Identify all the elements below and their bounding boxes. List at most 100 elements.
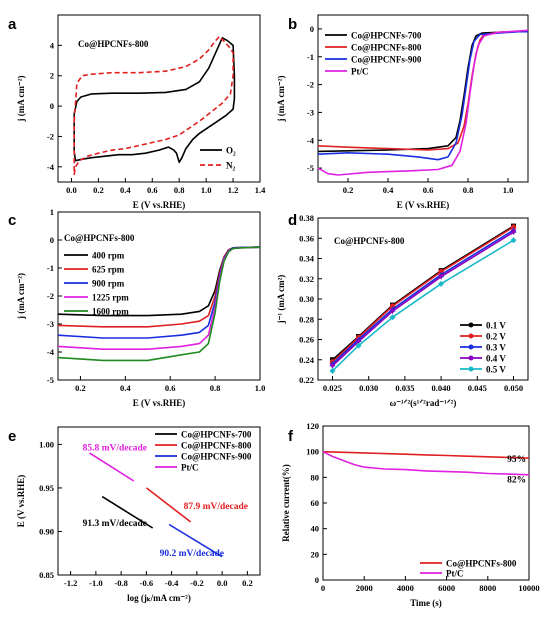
y-tick-label: -3 [307,107,314,117]
y-tick-label: 80 [311,472,320,482]
x-tick-label: 0.8 [210,383,221,393]
y-tick-label: -1 [307,52,314,62]
series-line-b-2 [317,30,528,161]
x-axis-label: E (V vs.RHE) [133,200,186,210]
series-line-c-0 [57,246,261,317]
y-axis-label: j (mA cm⁻²) [276,76,286,123]
legend-label: Co@HPCNFs-700 [351,31,422,41]
panel-label-a: a [8,16,17,33]
legend-label: O₂ [226,146,236,156]
legend-label: 400 rpm [92,251,125,261]
data-point [329,367,336,374]
data-annotation: 91.3 mV/decade [83,519,147,529]
y-tick-label: 0.38 [299,213,314,223]
legend-label: Pt/C [446,569,464,579]
legend-marker [468,355,474,361]
x-tick-label: 10000 [518,583,539,593]
y-axis-label: j⁻¹ (mA cm²) [276,275,286,325]
panel-annotation: Co@HPCNFs-800 [334,236,405,246]
x-tick-label: 0.050 [504,383,523,393]
x-tick-label: 0.030 [359,383,378,393]
legend-label: Co@HPCNFs-700 [181,430,252,440]
y-tick-label: 0.22 [299,375,314,385]
legend-label: 0.2 V [486,332,506,342]
x-tick-label: -0.2 [190,578,203,588]
y-tick-label: 0 [50,235,54,245]
y-tick-label: 2 [50,71,54,81]
legend-marker [468,322,474,328]
x-tick-label: 6000 [438,583,455,593]
legend-marker [468,366,474,372]
x-tick-label: 0.8 [174,185,185,195]
x-tick-label: -0.8 [114,578,127,588]
plot-frame [317,14,529,183]
data-point [438,274,445,280]
legend-label: 900 rpm [92,279,125,289]
data-point [438,280,445,287]
y-tick-label: 0.36 [299,233,314,243]
y-axis-label: j (mA cm⁻²) [16,273,26,320]
panel-e: e -1.2 -1.0 -0.8 -0.6 -0.4 -0.2 0.0 0.2 0.85 0.90 0… [8,426,261,603]
panel-label-c: c [8,212,16,229]
y-tick-label: -5 [47,375,54,385]
y-tick-label: -2 [307,80,314,90]
y-tick-label: 1 [50,207,54,217]
x-tick-label: -0.6 [140,578,153,588]
series-line-c-2 [57,246,261,339]
x-tick-label: 1.0 [255,383,266,393]
data-point [329,363,336,369]
x-tick-label: 1.0 [503,185,514,195]
x-axis-label: ω⁻¹ᐟ²(s¹ᐟ²rad⁻¹ᐟ²) [390,398,457,408]
y-axis-label: Relative current(%) [281,464,291,542]
legend-label: Co@HPCNFs-800 [181,441,252,451]
x-tick-label: -1.0 [89,578,102,588]
data-point [389,308,396,315]
plot-frame [322,425,530,581]
y-tick-label: 0.30 [299,294,314,304]
series-line-c-4 [57,246,261,362]
x-tick-label: 0.6 [147,185,158,195]
data-annotation: 85.8 mV/decade [83,444,147,454]
data-point [355,342,362,349]
y-tick-label: 0 [50,101,54,111]
y-tick-label: 0.24 [299,355,315,365]
panel-label-b: b [288,16,297,33]
x-tick-label: 0.035 [395,383,414,393]
y-axis-label: E (V vs.RHE) [16,475,26,528]
legend-label: N₂ [226,161,235,171]
y-tick-label: -4 [307,135,315,145]
x-tick-label: 0.2 [75,383,86,393]
series-line-e-3 [89,452,135,482]
series-line-e-2 [168,523,223,558]
x-tick-label: 0.0 [217,578,228,588]
y-tick-label: 4 [50,40,55,50]
y-tick-label: -4 [47,162,55,172]
x-tick-label: 0.4 [120,185,131,195]
data-point [510,224,517,230]
panel-annotation: Co@HPCNFs-800 [78,39,149,49]
series-line-f-1 [322,450,530,476]
x-tick-label: 1.2 [228,185,239,195]
y-tick-label: -3 [47,319,54,329]
x-tick-label: 0.045 [468,383,487,393]
legend-label: Pt/C [351,67,369,77]
data-point [389,314,396,321]
y-tick-label: 0.34 [299,254,315,264]
panel-d: d 0.025 0.030 0.035 0.040 0.045 0.050 0.22 0.24 0… [276,212,529,408]
series-line-a-0 [73,36,236,164]
y-tick-label: 0 [315,575,319,585]
y-tick-label: -4 [47,347,55,357]
y-tick-label: -2 [47,291,54,301]
x-tick-label: 1.0 [201,185,212,195]
series-line-c-3 [57,246,261,351]
y-tick-label: 40 [311,524,320,534]
legend-label: Co@HPCNFs-900 [181,452,252,462]
x-tick-label: -0.4 [165,578,179,588]
x-tick-label: 0.8 [463,185,474,195]
y-axis-label: j (mA cm⁻²) [16,76,26,123]
plot-frame [57,14,261,183]
x-tick-label: 0.2 [242,578,253,588]
x-tick-label: 1.4 [255,185,266,195]
legend-label: 0.4 V [486,354,506,364]
y-tick-label: 20 [311,549,320,559]
